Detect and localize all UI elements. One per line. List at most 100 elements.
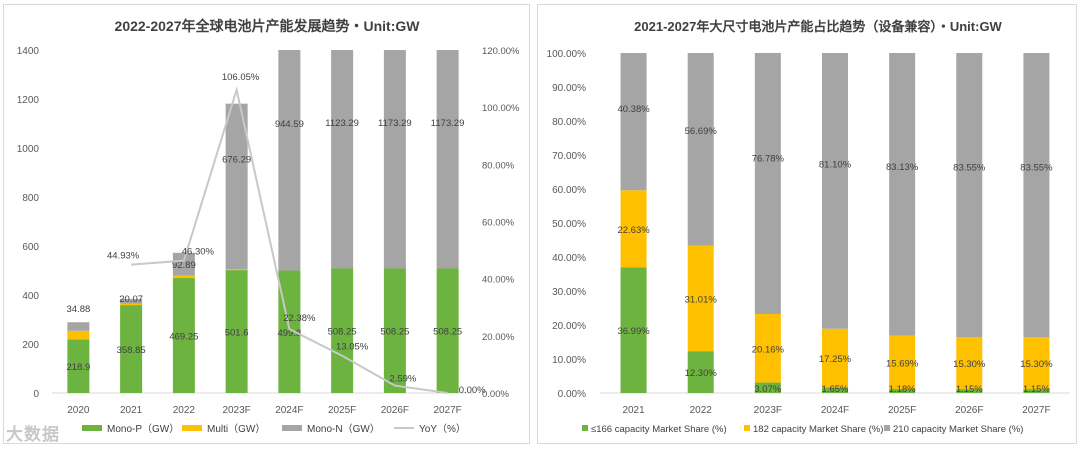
data-label: 83.13% [886,162,919,173]
legend-label: ≤166 capacity Market Share (%) [591,424,727,435]
bar-mono-n [436,50,459,269]
x-tick-label: 2020 [67,405,90,416]
data-label-mono-n: 20.07 [119,294,143,305]
data-label: 83.55% [1020,163,1053,174]
x-tick-label: 2023F [222,405,250,416]
y-tick-label: 100.00% [547,49,587,60]
y-right-tick-label: 60.00% [482,218,515,229]
data-label-mono-p: 508.25 [328,327,357,338]
chart-title: 2022-2027年全球电池片产能发展趋势・Unit:GW [115,18,421,34]
data-label: 56.69% [685,126,718,137]
bar-mono-p [331,268,354,393]
bar-166 [1023,389,1050,393]
y-right-tick-label: 0.00% [482,389,509,400]
bar-210 [1023,53,1050,338]
bar-182 [620,190,647,268]
data-label: 15.69% [886,358,919,369]
yoy-data-label: 22.38% [283,313,316,324]
data-label: 20.16% [752,344,785,355]
data-label: 76.78% [752,153,785,164]
data-label: 81.10% [819,159,852,170]
legend-label: 182 capacity Market Share (%) [753,424,883,435]
bar-166 [754,382,781,393]
capacity-trend-chart: 2022-2027年全球电池片产能发展趋势・Unit:GW 0 200 400 600 8… [17,18,520,435]
y-left-tick-label: 1000 [17,144,40,155]
y-tick-label: 80.00% [552,117,586,128]
bar-multi [225,269,248,271]
legend-label: 210 capacity Market Share (%) [893,424,1023,435]
data-label-mono-p: 358.85 [117,345,146,356]
bar-mono-p [67,339,90,393]
bar-166 [889,388,916,393]
data-label-mono-n: 1123.29 [325,118,359,129]
left-chart-panel: 2022-2027年全球电池片产能发展趋势・Unit:GW 0 200 400 600 8… [3,4,530,444]
data-label: 31.01% [685,294,718,305]
bar-mono-p [172,278,195,393]
y-left-tick-label: 800 [22,193,39,204]
data-label: 36.99% [617,326,650,337]
yoy-line [131,85,448,394]
legend-label: YoY（%） [419,423,466,435]
bar-mono-n [225,103,248,270]
data-label-mono-p: 501.6 [225,328,249,339]
bar-182 [754,314,781,383]
data-label: 1.18% [889,384,916,395]
bar-mono-p [383,268,406,393]
data-label: 12.30% [685,368,718,379]
bar-182 [687,245,714,352]
data-label: 40.38% [617,104,650,115]
x-tick-label: 2025F [328,405,356,416]
bar-210 [956,53,983,338]
bar-multi [67,330,90,340]
x-tick-label: 2025F [888,405,916,416]
bar-182 [889,335,916,389]
y-tick-label: 70.00% [552,151,586,162]
x-tick-label: 2024F [275,405,303,416]
data-label: 1.15% [1023,384,1050,395]
data-label-mono-p: 508.25 [380,327,409,338]
bar-210 [822,53,848,329]
data-label-mono-n: 1173.29 [378,118,412,129]
data-label: 1.65% [822,384,849,395]
data-label-mono-n: 1173.29 [431,118,465,129]
yoy-data-label: 2.59% [389,374,416,385]
bar-mono-n [331,50,354,269]
yoy-data-label: 106.05% [222,72,260,83]
y-right-tick-label: 100.00% [482,103,520,114]
data-label-mono-n: 676.29 [222,154,251,165]
data-label-mono-p: 469.25 [169,332,198,343]
x-tick-label: 2021 [622,405,645,416]
bar-mono-p [225,270,248,393]
bar-166 [687,351,714,393]
yoy-data-label: 44.93% [107,251,140,262]
legend-swatch [282,425,302,431]
data-label: 1.15% [956,384,983,395]
legend-label: Mono-P（GW） [107,423,179,435]
y-tick-label: 10.00% [552,355,586,366]
x-tick-label: 2027F [433,405,461,416]
y-tick-label: 90.00% [552,83,586,94]
bar-166 [822,387,848,393]
bar-mono-n [278,50,301,271]
bar-210 [620,53,647,191]
bar-182 [1023,337,1050,390]
yoy-data-label: 46.30% [182,247,215,258]
yoy-data-label: 0.00% [459,385,486,396]
y-left-tick-label: 0 [33,389,39,400]
bar-182 [822,328,848,388]
legend-swatch [744,425,750,431]
x-tick-label: 2023F [754,405,782,416]
data-label: 83.55% [953,163,986,174]
chart-title: 2021-2027年大尺寸电池片产能占比趋势（设备兼容）・Unit:GW [634,19,1002,34]
x-tick-label: 2027F [1022,405,1050,416]
bar-mono-n [120,298,143,304]
data-label-mono-n: 92.89 [172,260,196,271]
watermark-logo: 大数据 [6,425,60,444]
y-left-tick-label: 1200 [17,95,40,106]
y-tick-label: 40.00% [552,253,586,264]
y-right-tick-label: 120.00% [482,46,520,57]
y-right-tick-label: 20.00% [482,332,515,343]
x-tick-label: 2026F [381,405,409,416]
y-tick-label: 0.00% [558,389,586,400]
bar-210 [754,52,781,315]
